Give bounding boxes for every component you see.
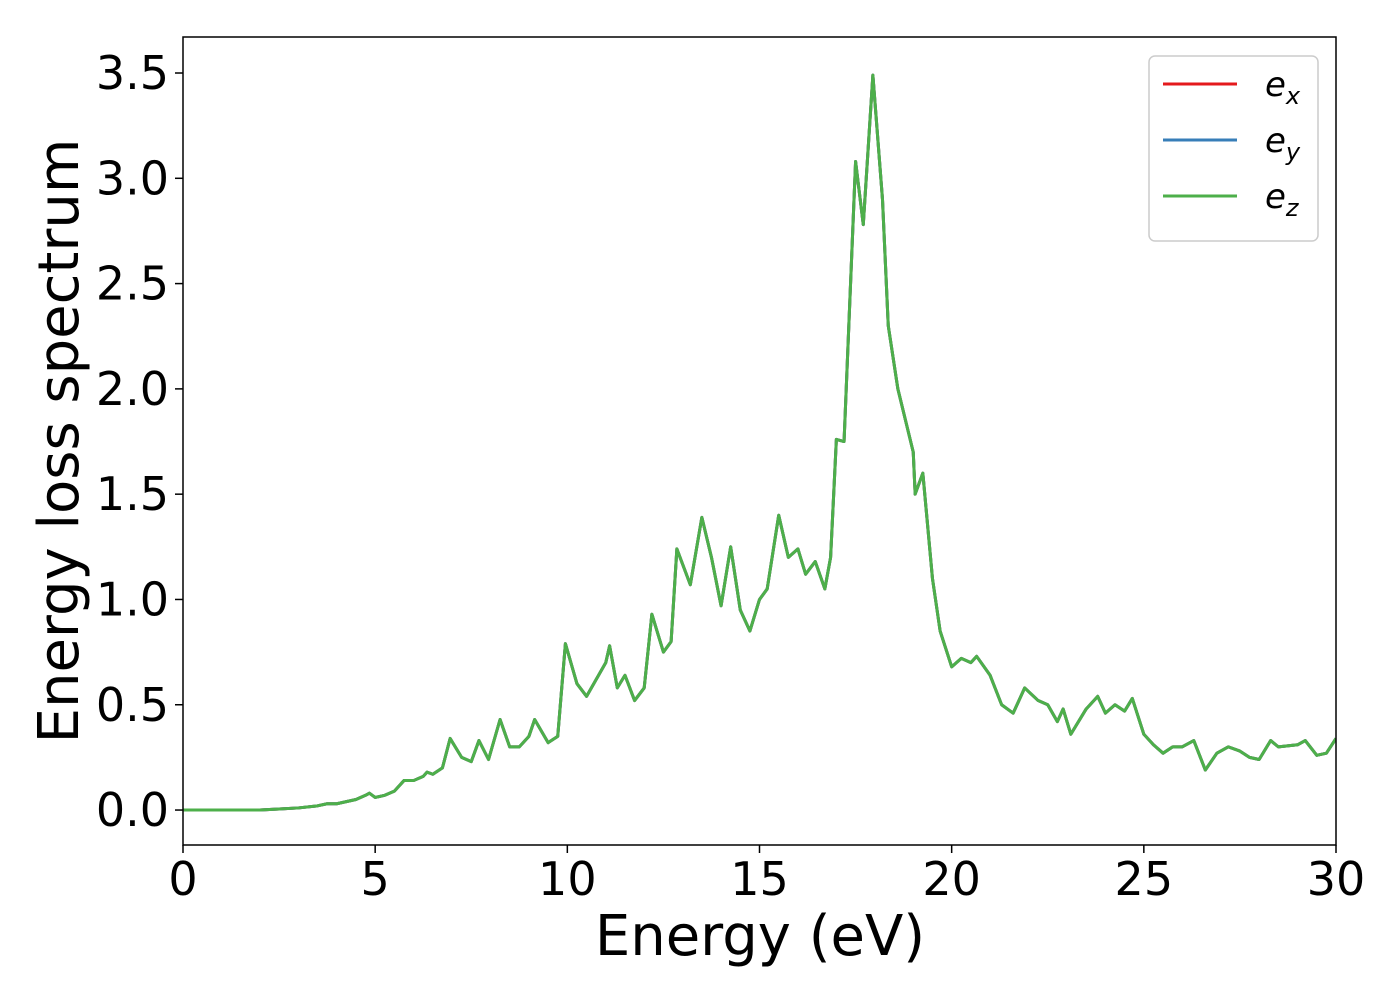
y-tick-label: 3.5 [96,46,169,100]
x-tick-label: 5 [361,852,390,906]
y-tick-label: 1.5 [96,467,169,521]
y-tick-label: 0.5 [96,678,169,732]
y-tick-label: 2.5 [96,257,169,311]
x-tick-label: 10 [538,852,597,906]
y-tick-label: 0.0 [96,783,169,837]
y-tick-label: 2.0 [96,362,169,416]
y-tick-label: 1.0 [96,572,169,626]
x-axis-label: Energy (eV) [595,904,925,969]
y-axis-label: Energy loss spectrum [27,139,92,744]
plot-lines [183,73,1336,812]
x-tick-label: 15 [730,852,789,906]
legend-label: ex [1265,65,1301,110]
legend-label: ez [1265,177,1300,222]
x-tick-label: 20 [922,852,981,906]
series-line [183,73,1336,812]
plot-frame [182,36,1337,846]
legend-label: ey [1265,121,1301,166]
x-tick-label: 0 [168,852,197,906]
x-tick-label: 30 [1307,852,1366,906]
y-tick-label: 3.0 [96,151,169,205]
x-tick-label: 25 [1115,852,1174,906]
